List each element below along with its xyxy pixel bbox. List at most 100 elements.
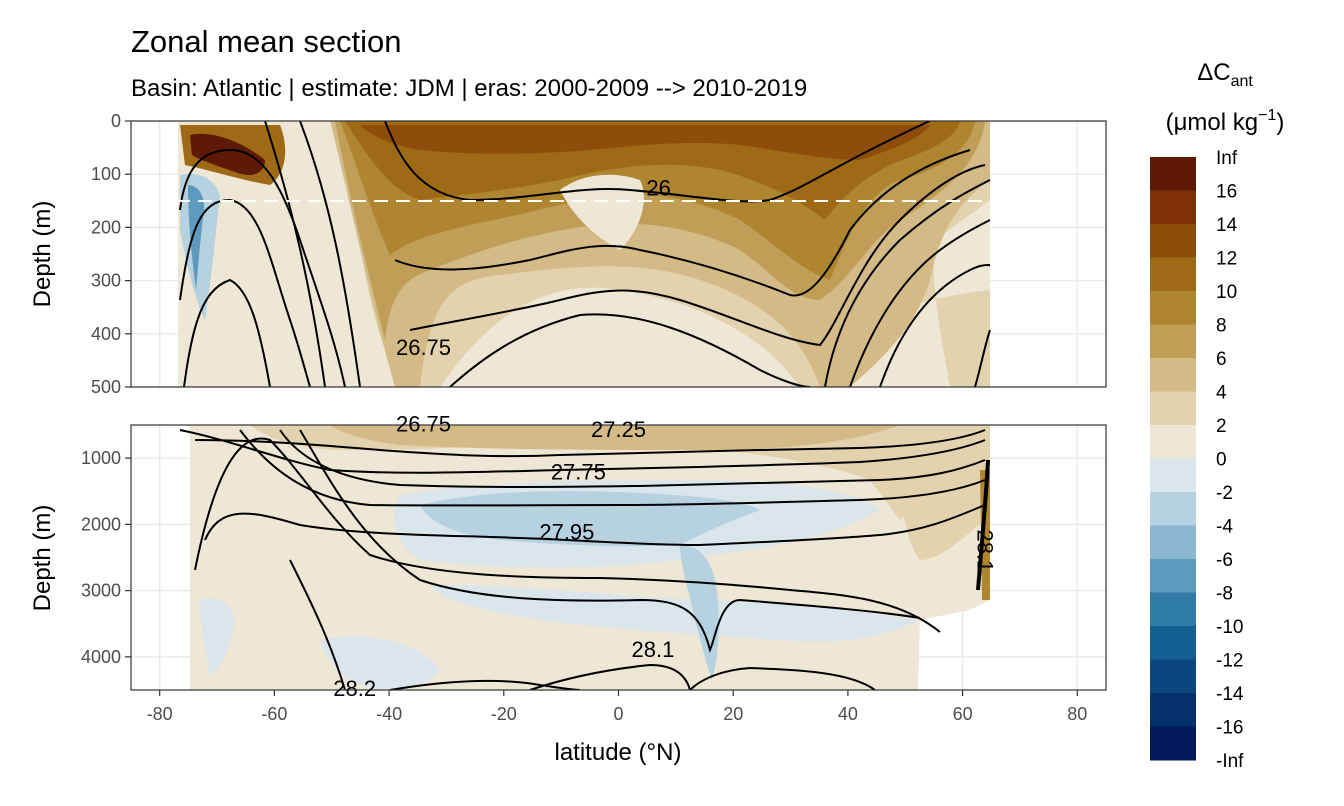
legend-label: 14 — [1216, 215, 1238, 236]
isopycnal-lower-1 — [194, 429, 986, 458]
upper-y-axis: 0 100 200 300 400 500 — [91, 111, 131, 397]
legend-label: 0 — [1216, 450, 1227, 471]
x-axis-title: latitude (°N) — [555, 739, 682, 766]
legend-swatch — [1150, 425, 1196, 459]
contour-label: 28.1 — [631, 637, 674, 662]
legend-swatch — [1150, 324, 1196, 359]
isopycnal-upper-g — [974, 329, 991, 387]
isopycnal-lower-8 — [689, 666, 876, 690]
isopycnal-upper-a — [394, 149, 971, 297]
isopycnal-upper-b — [409, 164, 986, 347]
fill-south-max — [190, 133, 265, 175]
contour-label: 28.2 — [333, 676, 376, 701]
legend-swatches — [1150, 157, 1196, 761]
x-tick-label: 20 — [723, 704, 743, 724]
legend-label: 16 — [1216, 182, 1237, 203]
legend-label: -16 — [1216, 718, 1243, 739]
legend-label: 2 — [1216, 416, 1227, 437]
contour-label: 27.75 — [551, 459, 606, 484]
isopycnal-upper-5 — [264, 121, 326, 387]
fill-low-center — [560, 174, 644, 250]
isopycnal-lower-2 — [179, 429, 986, 474]
legend-label: 10 — [1216, 282, 1237, 303]
legend-swatch — [1150, 458, 1196, 493]
x-tick-label: -40 — [376, 704, 402, 724]
legend-swatch — [1150, 190, 1196, 225]
legend-label: -10 — [1216, 617, 1243, 638]
upper-fill — [178, 121, 990, 387]
contour-labels: 26 26.75 26.75 27.25 27.75 27.95 28.1 28.2 28.1 — [333, 176, 997, 702]
legend-swatch — [1150, 391, 1196, 426]
fill-lower-4-6 — [330, 425, 900, 450]
y-tick-label: 1000 — [81, 448, 121, 468]
isopycnal-lower-9 — [529, 663, 691, 690]
legend-swatch — [1150, 257, 1196, 292]
y-tick-label: 3000 — [81, 581, 121, 601]
fill-lower-east-pos — [980, 470, 990, 600]
legend-label: 12 — [1216, 249, 1237, 270]
legend-unit: (μmol kg−1) — [1166, 107, 1285, 136]
legend-swatch — [1150, 492, 1196, 526]
contour-label: 27.95 — [539, 520, 594, 545]
lower-panel: 1000 2000 3000 4000 — [81, 424, 1107, 691]
fill-lower-neg-f — [320, 636, 440, 690]
contour-label: 28.1 — [973, 529, 998, 572]
legend-label: 8 — [1216, 316, 1227, 337]
legend-label: -14 — [1216, 684, 1244, 705]
y-axis-title-upper: Depth (m) — [29, 201, 56, 308]
chart-subtitle: Basin: Atlantic | estimate: JDM | eras: … — [131, 75, 808, 102]
x-tick-label: -20 — [491, 704, 517, 724]
x-tick-label: -80 — [147, 704, 173, 724]
legend-swatch — [1150, 592, 1196, 627]
isopycnal-lower-5 — [299, 429, 921, 653]
legend-title: ΔCant — [1197, 59, 1253, 90]
legend-swatch — [1150, 525, 1196, 560]
legend-label: -4 — [1216, 517, 1233, 538]
legend-label: -Inf — [1216, 751, 1244, 772]
upper-isopycnals — [179, 121, 991, 387]
legend-label: -2 — [1216, 483, 1233, 504]
legend-swatch — [1150, 358, 1196, 392]
isopycnal-upper-f — [879, 264, 991, 387]
legend-label: Inf — [1216, 148, 1238, 169]
legend-label: -8 — [1216, 584, 1233, 605]
isopycnal-lower-7 — [389, 679, 581, 690]
isopycnal-upper-e — [849, 219, 991, 387]
y-axis-title-lower: Depth (m) — [29, 505, 56, 612]
isopycnal-lower-2795 — [204, 504, 986, 547]
legend-label: -12 — [1216, 651, 1243, 672]
y-tick-label: 300 — [91, 271, 121, 291]
legend-swatch — [1150, 559, 1196, 593]
isopycnal-upper-26 — [384, 121, 931, 203]
isopycnal-upper-2 — [179, 198, 311, 387]
legend-labels: Inf 16 14 12 10 8 6 4 2 0 -2 -4 -6 -8 -10 -12 -14 -16 -Inf — [1216, 148, 1244, 772]
isopycnal-upper-4 — [299, 121, 361, 387]
isopycnal-upper-1 — [179, 148, 346, 387]
y-tick-label: 100 — [91, 164, 121, 184]
y-tick-label: 0 — [111, 111, 121, 131]
contour-label: 26.75 — [396, 335, 451, 360]
x-tick-label: 60 — [953, 704, 973, 724]
isopycnal-lower-6 — [289, 559, 346, 690]
y-tick-label: 4000 — [81, 647, 121, 667]
fill-lower-neg-e — [200, 598, 235, 675]
y-tick-label: 400 — [91, 324, 121, 344]
contour-label: 27.25 — [591, 417, 646, 442]
upper-panel: 0 100 200 300 400 500 — [91, 111, 1107, 397]
fill-band-12-14 — [360, 125, 930, 160]
legend: ΔCant (μmol kg−1) Inf 16 14 12 10 8 6 4 2 0 -2 -4 -6… — [1150, 59, 1284, 772]
x-tick-label: 80 — [1067, 704, 1087, 724]
legend-swatch — [1150, 726, 1196, 761]
contour-label: 26 — [646, 176, 670, 201]
legend-label: 4 — [1216, 383, 1227, 404]
lower-isopycnals — [179, 429, 990, 690]
legend-swatch — [1150, 291, 1196, 325]
y-tick-label: 500 — [91, 377, 121, 397]
legend-swatch — [1150, 693, 1196, 727]
x-tick-label: -60 — [261, 704, 287, 724]
isopycnal-lower-2775 — [279, 429, 986, 488]
isopycnal-upper-3 — [183, 278, 271, 387]
isopycnal-upper-d — [824, 179, 991, 387]
x-axis: -80 -60 -40 -20 0 20 40 60 80 — [147, 690, 1087, 724]
